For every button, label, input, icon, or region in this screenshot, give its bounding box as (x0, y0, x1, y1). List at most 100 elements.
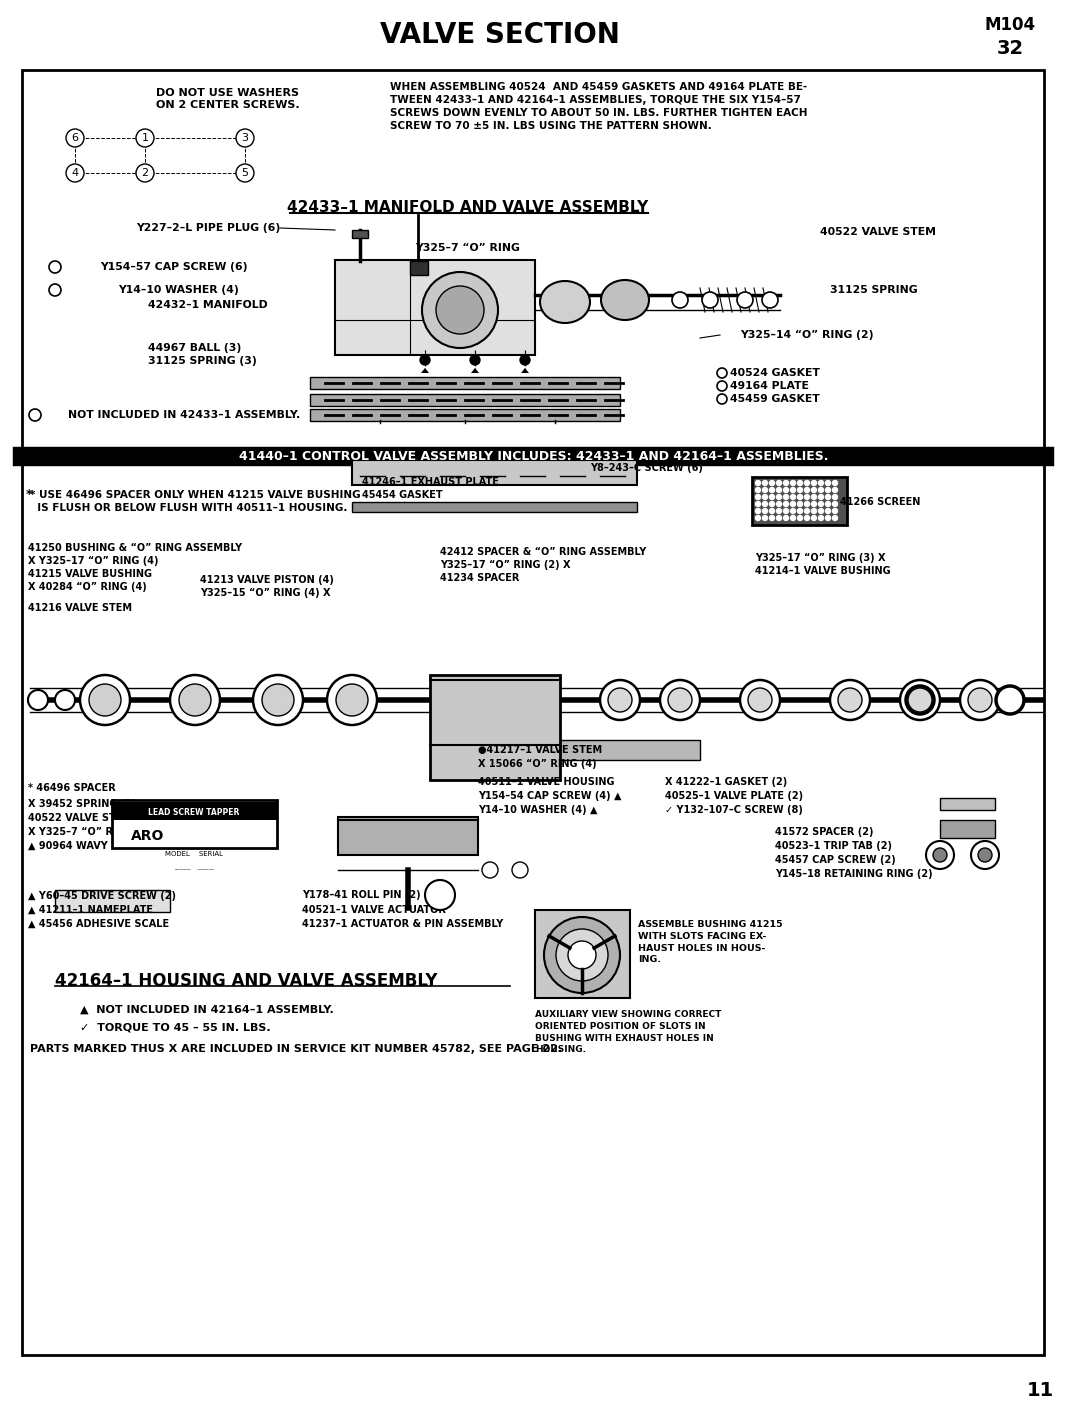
Bar (535, 910, 630, 998)
Circle shape (544, 917, 620, 993)
Text: AUXILIARY VIEW SHOWING CORRECT
ORIENTED POSITION OF SLOTS IN
BUSHING WITH EXHAUS: AUXILIARY VIEW SHOWING CORRECT ORIENTED … (535, 1010, 721, 1054)
Text: Y325–15 “O” RING (4) X: Y325–15 “O” RING (4) X (200, 588, 330, 597)
Circle shape (237, 163, 254, 182)
Polygon shape (521, 368, 529, 373)
Circle shape (756, 488, 760, 493)
Text: WHEN ASSEMBLING 40524  AND 45459 GASKETS AND 49164 PLATE BE-: WHEN ASSEMBLING 40524 AND 45459 GASKETS … (390, 82, 807, 92)
Circle shape (336, 683, 368, 716)
Text: 41250 BUSHING & “O” RING ASSEMBLY: 41250 BUSHING & “O” RING ASSEMBLY (28, 542, 242, 552)
Circle shape (906, 686, 934, 714)
Circle shape (717, 380, 727, 392)
Bar (55, 890, 170, 912)
Circle shape (49, 261, 60, 273)
Circle shape (833, 502, 837, 506)
Text: X 41222–1 GASKET (2): X 41222–1 GASKET (2) (665, 776, 787, 788)
Circle shape (777, 488, 782, 493)
Circle shape (833, 509, 837, 513)
Circle shape (262, 683, 294, 716)
Circle shape (737, 292, 753, 309)
Circle shape (519, 355, 530, 365)
Text: ✓ Y132–107–C SCREW (8): ✓ Y132–107–C SCREW (8) (665, 805, 802, 814)
Circle shape (777, 495, 782, 500)
Circle shape (978, 848, 993, 862)
Text: 40522 VALVE STEM: 40522 VALVE STEM (820, 227, 936, 237)
Text: 42412 SPACER & “O” RING ASSEMBLY: 42412 SPACER & “O” RING ASSEMBLY (440, 547, 646, 557)
Circle shape (253, 675, 303, 726)
Circle shape (825, 495, 831, 500)
Text: 49164 PLATE: 49164 PLATE (730, 380, 809, 392)
Circle shape (797, 516, 802, 520)
Text: *: * (26, 488, 32, 502)
Text: 2: 2 (141, 168, 149, 178)
Circle shape (960, 681, 1000, 720)
Circle shape (805, 516, 810, 520)
Circle shape (436, 286, 484, 334)
Circle shape (769, 516, 774, 520)
Bar (310, 409, 620, 421)
Circle shape (833, 516, 837, 520)
Text: Y325–7 “O” RING: Y325–7 “O” RING (415, 242, 519, 254)
Polygon shape (471, 368, 480, 373)
Circle shape (783, 516, 788, 520)
Circle shape (797, 502, 802, 506)
Circle shape (791, 488, 796, 493)
Bar (752, 478, 847, 526)
Circle shape (783, 480, 788, 486)
Circle shape (819, 509, 824, 513)
Text: ▲ 90964 WAVY WASHER: ▲ 90964 WAVY WASHER (28, 841, 159, 851)
Circle shape (420, 355, 430, 365)
Circle shape (791, 495, 796, 500)
Circle shape (136, 163, 154, 182)
Text: 31125 SPRING (3): 31125 SPRING (3) (148, 356, 257, 366)
Text: SCREW TO 70 ±5 IN. LBS USING THE PATTERN SHOWN.: SCREW TO 70 ±5 IN. LBS USING THE PATTERN… (390, 121, 712, 131)
Circle shape (777, 509, 782, 513)
Circle shape (797, 488, 802, 493)
Text: ▲ 45456 ADHESIVE SCALE: ▲ 45456 ADHESIVE SCALE (28, 919, 170, 929)
Circle shape (426, 881, 455, 910)
Circle shape (762, 502, 768, 506)
Circle shape (811, 516, 816, 520)
Circle shape (968, 688, 993, 712)
Text: 40523–1 TRIP TAB (2): 40523–1 TRIP TAB (2) (775, 841, 892, 851)
Polygon shape (421, 368, 429, 373)
Circle shape (660, 681, 700, 720)
Circle shape (179, 683, 211, 716)
Circle shape (783, 488, 788, 493)
Ellipse shape (600, 280, 649, 320)
Circle shape (825, 488, 831, 493)
Circle shape (900, 681, 940, 720)
Circle shape (819, 516, 824, 520)
Text: 5: 5 (242, 168, 248, 178)
Circle shape (669, 688, 692, 712)
Text: 41266 SCREEN: 41266 SCREEN (840, 497, 920, 507)
Text: ✓  TORQUE TO 45 – 55 IN. LBS.: ✓ TORQUE TO 45 – 55 IN. LBS. (80, 1022, 271, 1031)
Text: 42433–1 MANIFOLD AND VALVE ASSEMBLY: 42433–1 MANIFOLD AND VALVE ASSEMBLY (287, 200, 649, 216)
Circle shape (805, 509, 810, 513)
Text: X 15066 “O” RING (4): X 15066 “O” RING (4) (478, 759, 596, 769)
Circle shape (702, 292, 718, 309)
Circle shape (482, 862, 498, 878)
Text: ▲ Y60–45 DRIVE SCREW (2): ▲ Y60–45 DRIVE SCREW (2) (28, 890, 176, 900)
Text: Y14–10 WASHER (4) ▲: Y14–10 WASHER (4) ▲ (478, 805, 597, 814)
Circle shape (49, 285, 60, 296)
Circle shape (797, 480, 802, 486)
Text: DO NOT USE WASHERS: DO NOT USE WASHERS (157, 87, 299, 99)
Text: LEAD SCREW TAPPER: LEAD SCREW TAPPER (148, 807, 240, 816)
Circle shape (833, 480, 837, 486)
Circle shape (762, 488, 768, 493)
Text: ______    ______: ______ ______ (174, 864, 214, 868)
Circle shape (797, 509, 802, 513)
Circle shape (769, 502, 774, 506)
Circle shape (608, 688, 632, 712)
Circle shape (825, 480, 831, 486)
Text: 41215 VALVE BUSHING: 41215 VALVE BUSHING (28, 569, 152, 579)
Text: 45457 CAP SCREW (2): 45457 CAP SCREW (2) (775, 855, 895, 865)
Text: X 39452 SPRING (2): X 39452 SPRING (2) (28, 799, 136, 809)
Text: 3: 3 (242, 132, 248, 142)
Text: X 40284 “O” RING (4): X 40284 “O” RING (4) (28, 582, 147, 592)
Text: 41213 VALVE PISTON (4): 41213 VALVE PISTON (4) (200, 575, 334, 585)
Text: ARO: ARO (132, 828, 164, 843)
Text: SCREWS DOWN EVENLY TO ABOUT 50 IN. LBS. FURTHER TIGHTEN EACH: SCREWS DOWN EVENLY TO ABOUT 50 IN. LBS. … (390, 108, 808, 118)
Circle shape (717, 368, 727, 378)
Circle shape (756, 509, 760, 513)
